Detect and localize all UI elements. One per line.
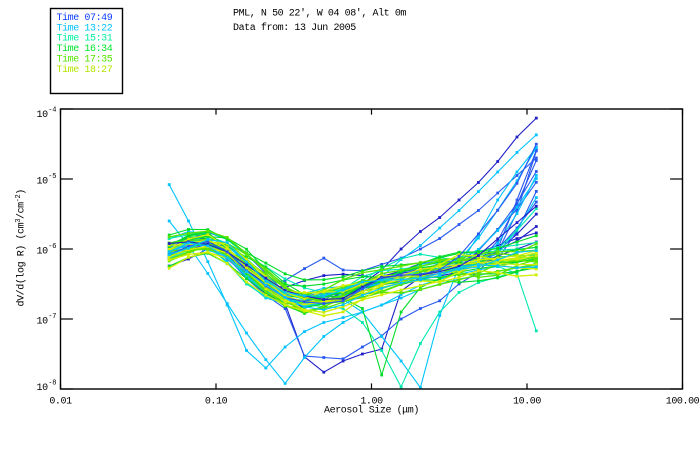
svg-text:Aerosol Size (μm): Aerosol Size (μm) — [324, 405, 419, 417]
svg-text:1.00: 1.00 — [360, 397, 383, 408]
svg-text:Time 13:22: Time 13:22 — [57, 22, 113, 34]
svg-text:100.00: 100.00 — [666, 397, 700, 408]
svg-text:-5: -5 — [48, 173, 56, 181]
svg-text:Time 17:35: Time 17:35 — [57, 54, 113, 66]
svg-text:-8: -8 — [48, 380, 56, 388]
svg-text:0.10: 0.10 — [205, 397, 228, 408]
svg-text:-4: -4 — [48, 107, 56, 115]
svg-text:10: 10 — [37, 383, 49, 394]
svg-text:PML, N 50 22', W 04 08', Alt 0: PML, N 50 22', W 04 08', Alt 0m — [233, 7, 406, 19]
svg-text:0.01: 0.01 — [49, 397, 72, 408]
svg-text:Data from: 13 Jun 2005: Data from: 13 Jun 2005 — [233, 22, 356, 34]
svg-text:Time 15:31: Time 15:31 — [57, 33, 113, 45]
svg-text:10: 10 — [37, 317, 49, 328]
svg-text:-6: -6 — [48, 243, 56, 251]
svg-text:10: 10 — [37, 177, 49, 188]
svg-text:-7: -7 — [48, 313, 56, 321]
svg-text:dV/d(log R) (cm3/cm-2): dV/d(log R) (cm3/cm-2) — [15, 189, 28, 306]
svg-text:10: 10 — [37, 247, 49, 258]
svg-text:Time 18:27: Time 18:27 — [57, 64, 113, 76]
svg-text:Time 07:49: Time 07:49 — [57, 12, 113, 24]
svg-text:Time 16:34: Time 16:34 — [57, 43, 113, 55]
svg-text:10: 10 — [37, 110, 49, 121]
svg-text:10.00: 10.00 — [513, 397, 541, 408]
